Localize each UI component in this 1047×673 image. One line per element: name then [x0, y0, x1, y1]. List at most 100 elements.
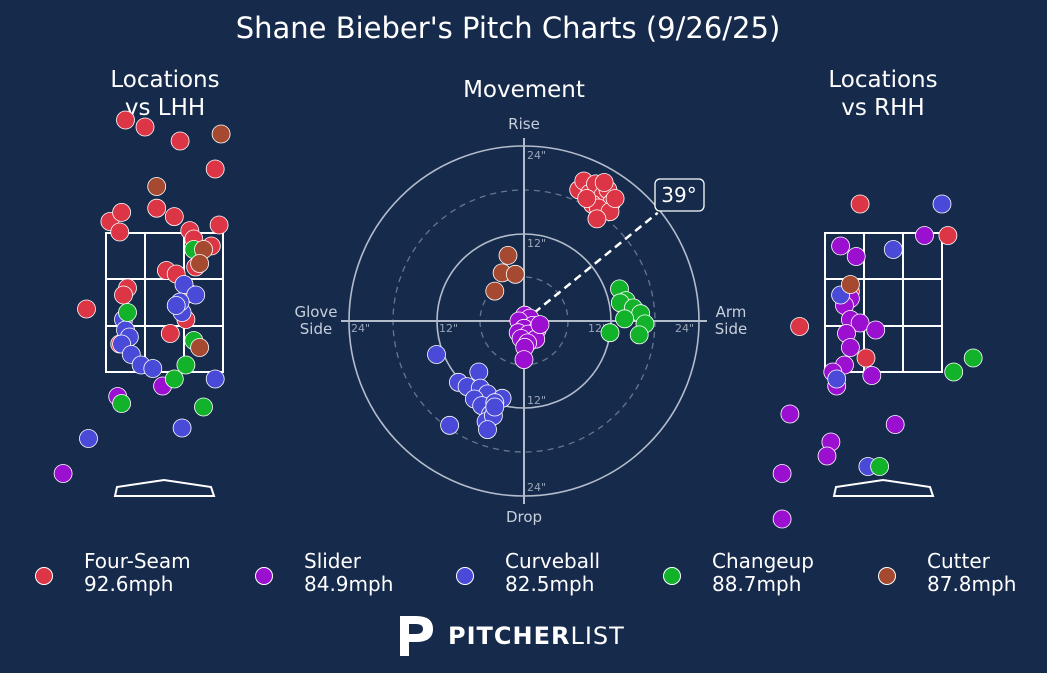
legend-speed-four-seam: 92.6mph — [84, 572, 174, 596]
pitch-point-curveball — [440, 415, 460, 435]
legend-speed-changeup: 88.7mph — [712, 572, 802, 596]
pitch-point-changeup — [164, 369, 184, 389]
movement-title: Movement — [463, 77, 585, 103]
pitch-point-slider — [862, 366, 882, 385]
ring-label-left-12: 12" — [439, 322, 458, 335]
ring-label-bottom-24: 24" — [527, 481, 546, 494]
pitch-point-curveball — [79, 429, 98, 448]
legend-marker-slider — [255, 567, 273, 585]
ring-label-top-24: 24" — [527, 149, 546, 162]
legend-marker-cutter — [878, 567, 896, 585]
ring-labels: 24" 12" 24" 12" 12" 24" 12" 24" — [351, 149, 694, 494]
rhh-title-line1: Locations — [828, 67, 937, 93]
pitch-point-slider — [831, 236, 850, 256]
pitch-point-four-seam — [110, 222, 130, 242]
panel-movement: Movement 24" 12" 24" 12" 12" 24" 12" 24"… — [294, 77, 747, 526]
axis-label-drop: Drop — [506, 508, 542, 526]
pitcherlist-p-icon — [400, 616, 433, 656]
legend-speed-curveball: 82.5mph — [505, 572, 595, 596]
pitch-point-slider — [817, 446, 837, 466]
pitch-point-four-seam — [587, 209, 607, 229]
pitch-point-slider — [885, 415, 905, 434]
arm-angle-line — [523, 211, 659, 322]
legend-speed-slider: 84.9mph — [304, 572, 394, 596]
pitch-point-four-seam — [209, 215, 229, 235]
pitch-point-four-seam — [147, 198, 167, 218]
pitcherlist-logo: PITCHERLIST — [396, 612, 636, 658]
legend-marker-curveball — [456, 567, 474, 585]
pitch-point-four-seam — [160, 324, 180, 343]
ring-label-bottom-12: 12" — [527, 394, 546, 407]
pitch-point-four-seam — [856, 348, 876, 368]
pitch-point-curveball — [172, 418, 192, 438]
pitch-point-four-seam — [77, 299, 96, 319]
pitch-point-slider — [514, 350, 534, 370]
pitch-point-slider — [850, 313, 870, 333]
pitcherlist-wordmark: PITCHERLIST — [448, 622, 625, 650]
lhh-title-line1: Locations — [110, 67, 219, 93]
pitch-point-slider — [772, 509, 792, 529]
panel-locations-rhh: Locations vs RHH — [772, 67, 983, 529]
pitch-point-four-seam — [114, 285, 133, 305]
axis-label-rise: Rise — [508, 115, 540, 133]
pitch-point-cutter — [498, 245, 518, 265]
axis-label-glove-2: Side — [300, 320, 332, 338]
chart-title: Shane Bieber's Pitch Charts (9/26/25) — [236, 11, 781, 45]
pitch-point-four-seam — [594, 173, 614, 192]
pitch-point-cutter — [841, 275, 860, 294]
pitch-point-slider — [841, 338, 860, 357]
pitch-point-four-seam — [170, 131, 190, 151]
pitch-point-curveball — [469, 362, 489, 382]
pitch-point-cutter — [190, 338, 210, 357]
legend-name-curveball: Curveball — [505, 549, 601, 573]
rhh-title-line2: vs RHH — [841, 95, 924, 121]
pitch-point-four-seam — [164, 207, 184, 227]
pitch-point-four-seam — [938, 226, 958, 245]
pitch-point-curveball — [205, 369, 225, 389]
pitch-point-changeup — [870, 457, 889, 476]
pitch-point-four-seam — [205, 159, 225, 179]
pitch-point-changeup — [176, 355, 196, 375]
axis-labels: Rise Drop Glove Side Arm Side — [294, 115, 747, 526]
pitch-point-curveball — [143, 359, 163, 378]
pitch-point-four-seam — [112, 202, 131, 222]
legend-name-four-seam: Four-Seam — [84, 549, 191, 573]
pitch-point-changeup — [600, 323, 620, 343]
arm-angle-badge: 39° — [654, 178, 705, 212]
pitch-point-changeup — [112, 394, 131, 413]
pitch-point-curveball — [932, 194, 952, 214]
pitch-point-cutter — [211, 124, 231, 144]
pitch-point-four-seam — [116, 110, 135, 130]
pitch-point-slider — [772, 464, 792, 483]
pitch-point-cutter — [147, 177, 167, 196]
lhh-title-line2: vs LHH — [125, 95, 205, 121]
pitch-point-cutter — [505, 264, 525, 284]
pitch-point-slider — [530, 315, 550, 335]
pitch-point-slider — [53, 464, 73, 483]
legend-name-changeup: Changeup — [712, 549, 814, 573]
pitch-point-changeup — [944, 362, 964, 382]
pitch-point-four-seam — [135, 117, 155, 137]
arm-angle-label: 39° — [661, 183, 696, 207]
pitch-point-curveball — [485, 397, 505, 417]
legend: Four-Seam 92.6mph Slider 84.9mph Curveba… — [0, 548, 1047, 608]
axis-label-arm-1: Arm — [716, 303, 747, 321]
pitch-point-curveball — [827, 369, 847, 389]
legend-speed-cutter: 87.8mph — [927, 572, 1017, 596]
pitch-point-four-seam — [790, 317, 809, 336]
legend-name-cutter: Cutter — [927, 549, 990, 573]
pitch-point-changeup — [963, 348, 983, 368]
legend-marker-four-seam — [35, 567, 53, 585]
pitch-point-four-seam — [850, 194, 870, 214]
brand-bold: PITCHER — [448, 622, 571, 650]
pitch-point-slider — [846, 247, 866, 266]
pitch-point-changeup — [118, 303, 137, 322]
ring-label-top-12: 12" — [527, 237, 546, 250]
pitch-point-curveball — [166, 296, 186, 315]
pitch-point-curveball — [883, 240, 903, 259]
rhh-home-plate — [832, 478, 935, 497]
panel-locations-lhh: Locations vs LHH — [53, 67, 231, 497]
lhh-pitch-points — [53, 110, 231, 483]
pitch-point-four-seam — [605, 189, 625, 208]
